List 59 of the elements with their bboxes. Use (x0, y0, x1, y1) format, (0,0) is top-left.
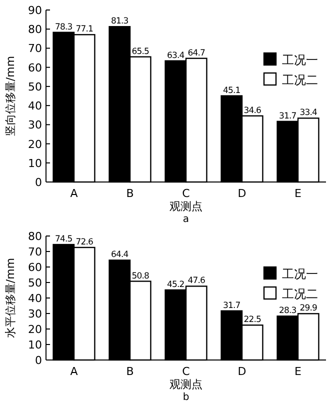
y-tick-label: 10 (28, 156, 42, 170)
text: a (182, 214, 190, 225)
data-label: 31.7 (222, 300, 240, 311)
y-axis-title: 水平位移量/mm (4, 258, 17, 338)
x-tick-label: B (126, 187, 134, 200)
y-tick-label: 60 (28, 261, 42, 274)
legend-label: 工况二 (282, 287, 318, 301)
x-tick-label: E (294, 187, 302, 200)
data-label: 63.4 (166, 50, 184, 61)
y-tick-label: 80 (28, 23, 42, 36)
data-label: 28.3 (278, 306, 296, 316)
data-label: 50.8 (132, 271, 150, 282)
y-tick-label: 70 (28, 42, 42, 56)
data-label: 64.4 (110, 250, 128, 260)
data-label: 22.5 (244, 315, 262, 326)
y-tick-label: 80 (28, 230, 42, 243)
x-tick-label: D (238, 187, 246, 200)
x-axis-title: 观测点 (170, 200, 202, 213)
data-label: 29.9 (300, 304, 318, 314)
x-tick-label: A (70, 187, 78, 200)
data-label: 33.4 (300, 108, 318, 118)
data-label: 77.1 (76, 24, 94, 35)
y-tick-label: 70 (28, 246, 42, 258)
data-label: 74.5 (54, 234, 72, 245)
legend-label: 工况一 (282, 53, 318, 67)
y-tick-label: 20 (28, 138, 42, 151)
data-label: 65.5 (132, 46, 150, 57)
data-label: 72.6 (76, 237, 94, 248)
y-tick-label: 40 (28, 100, 42, 113)
y-tick-label: 10 (28, 338, 42, 352)
text: b (182, 392, 190, 403)
y-tick-label: 90 (28, 4, 42, 17)
legend-label: 工况一 (282, 267, 318, 281)
data-label: 45.2 (166, 280, 184, 290)
y-tick-label: 40 (28, 292, 42, 305)
y-tick-label: 30 (28, 118, 42, 132)
x-tick-label: C (182, 365, 190, 378)
data-label: 34.6 (244, 106, 262, 116)
y-tick-label: 20 (28, 323, 42, 336)
x-tick-label: B (126, 365, 134, 378)
x-tick-label: D (238, 365, 246, 378)
data-label: 78.3 (54, 22, 72, 32)
data-label: 45.1 (222, 86, 240, 96)
x-tick-label: A (70, 365, 78, 378)
data-label: 81.3 (110, 16, 128, 27)
y-tick-label: 50 (28, 276, 42, 290)
y-tick-label: 50 (28, 80, 42, 94)
y-tick-label: 60 (28, 61, 42, 74)
legend-label: 工况二 (282, 73, 318, 87)
y-axis-title: 竖向位移量/mm (4, 56, 17, 136)
y-tick-label: 0 (35, 354, 42, 367)
x-tick-label: E (294, 365, 302, 378)
x-tick-label: C (182, 187, 190, 200)
x-axis-title: 观测点 (170, 378, 202, 391)
data-label: 31.7 (278, 111, 296, 122)
data-label: 64.7 (188, 48, 206, 58)
y-tick-label: 30 (28, 308, 42, 320)
data-label: 47.6 (188, 276, 206, 286)
y-tick-label: 0 (35, 176, 42, 189)
